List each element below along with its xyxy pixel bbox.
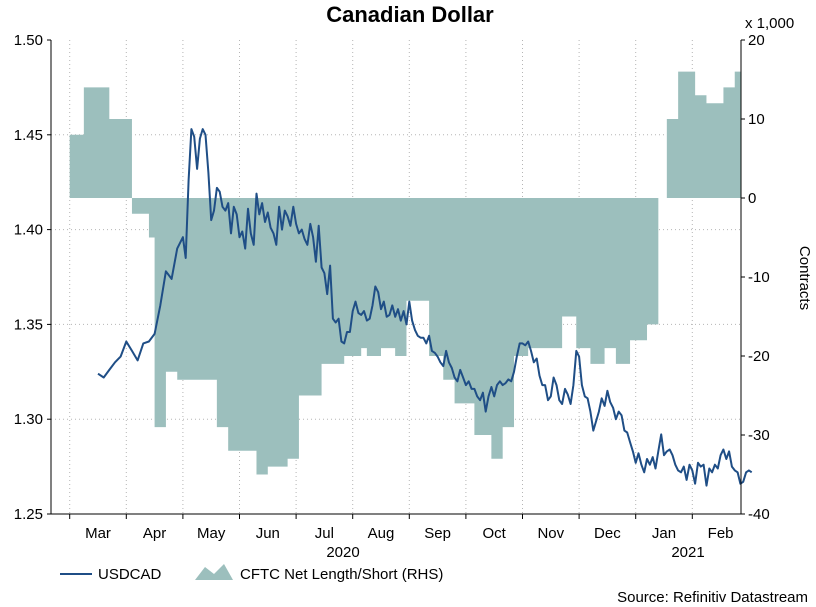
x-tick-label: Feb (708, 525, 734, 542)
x-tick-label: Mar (85, 525, 111, 542)
chart-title: Canadian Dollar (326, 2, 494, 27)
x-tick-label: Jun (256, 525, 280, 542)
year-label-2021: 2021 (671, 544, 704, 561)
right-axis-title: Contracts (796, 246, 813, 310)
x-tick-label: Apr (143, 525, 166, 542)
right-tick-label: 20 (748, 32, 765, 49)
x-tick-label: Nov (537, 525, 564, 542)
x-tick-label: Jan (652, 525, 676, 542)
legend-label-usdcad: USDCAD (98, 566, 162, 583)
right-tick-label: 0 (748, 190, 756, 207)
usdcad-line-layer (97, 128, 753, 487)
left-tick-label: 1.25 (14, 506, 43, 523)
legend: USDCAD CFTC Net Length/Short (RHS) (60, 564, 443, 583)
cftc-area (69, 71, 741, 475)
axes: 1.25 1.30 1.35 1.40 1.45 1.50 -40 -30 -20 -10 0 10 2… (14, 32, 770, 542)
right-tick-label: -40 (748, 506, 770, 523)
legend-label-cftc: CFTC Net Length/Short (RHS) (240, 566, 443, 583)
right-tick-label: -30 (748, 427, 770, 444)
source-note: Source: Refinitiv Datastream (617, 589, 808, 606)
x-tick-label: Oct (483, 525, 507, 542)
year-label-2020: 2020 (326, 544, 359, 561)
left-tick-label: 1.40 (14, 222, 43, 239)
left-tick-label: 1.50 (14, 32, 43, 49)
left-tick-label: 1.35 (14, 316, 43, 333)
usdcad-line (97, 128, 753, 487)
right-tick-label: -20 (748, 348, 770, 365)
x-tick-label: Jul (315, 525, 334, 542)
x-tick-label: Aug (368, 525, 395, 542)
left-tick-label: 1.45 (14, 127, 43, 144)
x-tick-label: May (197, 525, 226, 542)
cftc-area-layer (69, 71, 741, 475)
left-tick-label: 1.30 (14, 411, 43, 428)
right-axis-scale-label: x 1,000 (745, 15, 794, 32)
x-tick-label: Sep (424, 525, 451, 542)
right-tick-label: 10 (748, 111, 765, 128)
x-tick-label: Dec (594, 525, 621, 542)
right-tick-label: -10 (748, 269, 770, 286)
legend-swatch-cftc (195, 564, 233, 580)
